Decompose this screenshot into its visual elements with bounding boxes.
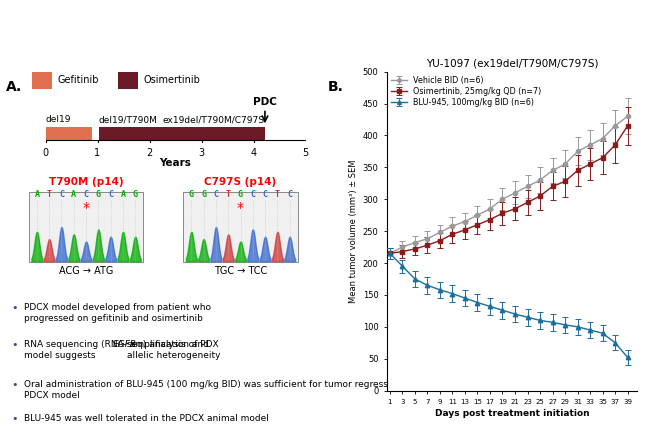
Text: B.: B. [328, 80, 343, 94]
Y-axis label: Mean tumor volume (mm³) ± SEM: Mean tumor volume (mm³) ± SEM [350, 159, 358, 303]
Text: PDCX model developed from patient who
progressed on gefitinib and osimertinib: PDCX model developed from patient who pr… [23, 303, 211, 323]
Text: 2: 2 [146, 148, 153, 158]
Text: C: C [59, 190, 64, 199]
Text: 0: 0 [42, 148, 49, 158]
Text: 4: 4 [250, 148, 257, 158]
Text: G: G [238, 190, 243, 199]
Text: *: * [237, 201, 244, 215]
Text: A: A [120, 190, 125, 199]
Title: YU-1097 (ex19del/T790M/C797S): YU-1097 (ex19del/T790M/C797S) [426, 58, 598, 68]
Text: C: C [250, 190, 255, 199]
Text: T: T [47, 190, 51, 199]
Text: A.: A. [6, 80, 22, 94]
Text: Years: Years [159, 158, 192, 168]
Text: T: T [275, 190, 280, 199]
Text: •: • [11, 303, 18, 313]
X-axis label: Days post treatment initiation: Days post treatment initiation [435, 409, 589, 418]
Bar [118, 72, 138, 89]
Text: C: C [213, 190, 218, 199]
Text: Gefitinib: Gefitinib [57, 75, 99, 85]
Text: del19: del19 [46, 115, 71, 124]
Bar [46, 127, 92, 140]
Text: xenograft (PDCX) model, (B) oral administration of BLU-945 led to significant tu: xenograft (PDCX) model, (B) oral adminis… [8, 36, 517, 45]
Text: Osimertinib: Osimertinib [143, 75, 200, 85]
Text: *: * [83, 201, 90, 215]
Bar [32, 72, 52, 89]
Text: A: A [34, 190, 40, 199]
Text: ex19del/T790M/C797S: ex19del/T790M/C797S [163, 115, 265, 124]
Text: 1: 1 [94, 148, 101, 158]
Text: PDC: PDC [253, 97, 277, 107]
Bar [99, 127, 265, 140]
Text: •: • [11, 380, 18, 390]
Text: •: • [11, 340, 18, 350]
Text: EGFR: EGFR [112, 340, 136, 349]
Text: C797S (p14): C797S (p14) [204, 177, 277, 187]
Bar [92, 127, 99, 140]
Text: G: G [188, 190, 194, 199]
Text: amplification and
allelic heterogeneity: amplification and allelic heterogeneity [127, 340, 220, 360]
Text: del19/T790M: del19/T790M [99, 115, 157, 124]
Text: BLU-945 was well tolerated in the PDCX animal model: BLU-945 was well tolerated in the PDCX a… [23, 414, 268, 423]
Text: RNA sequencing (RNA-seq) analysis of PDX
model suggests: RNA sequencing (RNA-seq) analysis of PDX… [23, 340, 218, 360]
Text: C: C [108, 190, 113, 199]
Text: ACG → ATG: ACG → ATG [59, 266, 113, 276]
Bar [29, 192, 143, 262]
Bar [183, 192, 298, 262]
Text: •: • [11, 414, 18, 424]
Text: C: C [263, 190, 268, 199]
Text: C: C [287, 190, 292, 199]
Legend: Vehicle BID (n=6), Osimertinib, 25mg/kg QD (n=7), BLU-945, 100mg/kg BID (n=6): Vehicle BID (n=6), Osimertinib, 25mg/kg … [391, 76, 541, 108]
Text: G: G [201, 190, 206, 199]
Text: Oral administration of BLU-945 (100 mg/kg BID) was sufficient for tumor regressi: Oral administration of BLU-945 (100 mg/k… [23, 380, 432, 400]
Text: T: T [226, 190, 231, 199]
Text: 5: 5 [302, 148, 309, 158]
Text: Figure 4: In an (A) osimertinib-resistant EFGR ex19del/T790M/C797S patient-deriv: Figure 4: In an (A) osimertinib-resistan… [8, 17, 506, 26]
Text: T790M (p14): T790M (p14) [49, 177, 124, 187]
Text: TGC → TCC: TGC → TCC [214, 266, 267, 276]
Text: 3: 3 [198, 148, 205, 158]
Text: A: A [72, 190, 76, 199]
Text: C: C [84, 190, 88, 199]
Text: G: G [96, 190, 101, 199]
Text: G: G [133, 190, 138, 199]
